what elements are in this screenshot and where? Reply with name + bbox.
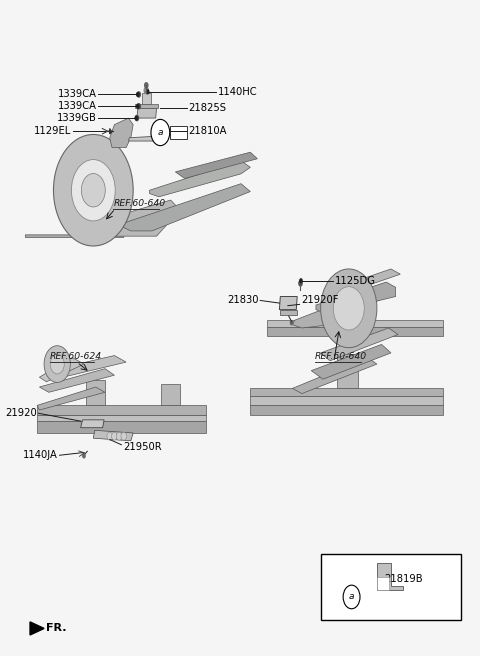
Polygon shape: [267, 327, 443, 336]
Text: 21950R: 21950R: [123, 442, 161, 453]
Circle shape: [82, 173, 105, 207]
Text: 1339CA: 1339CA: [58, 89, 96, 100]
Text: REF.60-640: REF.60-640: [113, 199, 166, 208]
Polygon shape: [279, 297, 297, 310]
Polygon shape: [129, 131, 159, 141]
Polygon shape: [25, 230, 124, 237]
Text: 1339GB: 1339GB: [57, 113, 96, 123]
Text: REF.60-624: REF.60-624: [50, 352, 102, 361]
Polygon shape: [377, 563, 403, 590]
Polygon shape: [37, 421, 206, 433]
Circle shape: [44, 346, 71, 382]
Circle shape: [144, 82, 149, 89]
Text: 21920F: 21920F: [301, 295, 338, 306]
Polygon shape: [137, 108, 156, 118]
Circle shape: [134, 115, 139, 121]
Circle shape: [116, 432, 122, 440]
Text: 1140HC: 1140HC: [217, 87, 257, 97]
FancyBboxPatch shape: [321, 554, 461, 620]
Circle shape: [298, 280, 303, 287]
Text: 1339CA: 1339CA: [58, 101, 96, 112]
Polygon shape: [142, 93, 151, 104]
Polygon shape: [37, 387, 105, 410]
Text: 21819B: 21819B: [384, 573, 423, 584]
Circle shape: [333, 287, 364, 330]
Polygon shape: [110, 118, 133, 148]
Polygon shape: [37, 415, 206, 421]
Circle shape: [299, 278, 303, 283]
Circle shape: [136, 92, 140, 97]
Polygon shape: [280, 310, 297, 315]
Text: FR.: FR.: [47, 623, 67, 634]
Circle shape: [136, 91, 141, 98]
Circle shape: [290, 320, 293, 325]
Polygon shape: [292, 358, 377, 394]
Polygon shape: [267, 320, 443, 327]
Text: 21810A: 21810A: [189, 126, 227, 136]
Polygon shape: [251, 388, 443, 396]
Text: 1140JA: 1140JA: [24, 450, 58, 461]
Polygon shape: [321, 328, 398, 361]
Circle shape: [53, 134, 133, 246]
Text: 21825S: 21825S: [189, 103, 227, 113]
Circle shape: [136, 103, 141, 110]
Circle shape: [343, 585, 360, 609]
Circle shape: [144, 87, 149, 94]
Text: 1125DG: 1125DG: [335, 276, 376, 286]
Polygon shape: [86, 380, 105, 405]
Polygon shape: [30, 622, 44, 635]
Circle shape: [136, 104, 140, 109]
Circle shape: [146, 89, 150, 94]
Polygon shape: [37, 405, 206, 415]
Text: REF.60-640: REF.60-640: [315, 352, 367, 361]
Polygon shape: [135, 104, 157, 108]
Circle shape: [82, 453, 86, 459]
Polygon shape: [377, 577, 389, 590]
Polygon shape: [251, 396, 443, 405]
Polygon shape: [110, 129, 112, 134]
Polygon shape: [292, 289, 386, 328]
Circle shape: [151, 119, 170, 146]
Text: 1129EL: 1129EL: [34, 126, 72, 136]
Text: a: a: [157, 128, 163, 137]
Circle shape: [72, 159, 115, 221]
Polygon shape: [316, 282, 396, 314]
Circle shape: [321, 269, 377, 348]
Text: a: a: [349, 592, 354, 602]
Polygon shape: [161, 384, 180, 405]
Text: 21830: 21830: [227, 295, 259, 306]
Polygon shape: [49, 356, 126, 377]
Polygon shape: [93, 430, 133, 441]
Polygon shape: [311, 344, 391, 379]
Polygon shape: [170, 126, 187, 139]
Circle shape: [107, 432, 112, 440]
Text: 21920: 21920: [5, 408, 37, 419]
Polygon shape: [251, 405, 443, 415]
Polygon shape: [81, 420, 104, 428]
Circle shape: [121, 432, 127, 440]
Polygon shape: [39, 369, 114, 392]
Circle shape: [111, 432, 117, 440]
Polygon shape: [77, 200, 180, 236]
Polygon shape: [121, 184, 251, 231]
Circle shape: [134, 115, 138, 121]
Circle shape: [50, 354, 64, 374]
Polygon shape: [150, 161, 251, 197]
Polygon shape: [175, 152, 257, 178]
Polygon shape: [337, 354, 358, 388]
Polygon shape: [330, 269, 400, 295]
Polygon shape: [39, 358, 84, 382]
